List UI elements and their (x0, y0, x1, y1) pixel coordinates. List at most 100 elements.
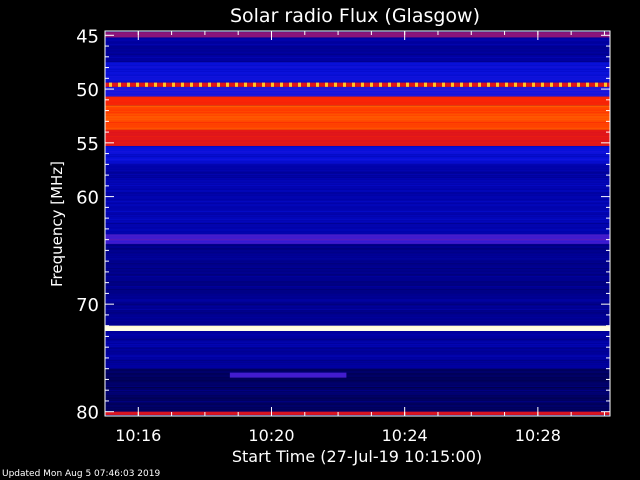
band-texture (105, 365, 610, 367)
band-texture (105, 46, 610, 48)
band-texture (105, 270, 610, 272)
band-texture (105, 90, 610, 92)
band-texture (105, 306, 610, 308)
band-texture (105, 341, 610, 343)
x-tick-label: 10:20 (248, 426, 294, 445)
band-texture (105, 334, 610, 336)
band-texture (105, 299, 610, 301)
band-texture (105, 394, 610, 396)
band-texture (105, 53, 610, 55)
band-texture (105, 345, 610, 347)
band-texture (105, 231, 610, 233)
x-tick-label: 10:28 (515, 426, 561, 445)
band-texture (105, 56, 610, 58)
band-texture (105, 310, 610, 312)
band-texture (105, 377, 610, 379)
band-texture (105, 286, 610, 288)
band-texture (105, 168, 610, 170)
band-texture (105, 34, 610, 36)
frequency-band-5 (105, 96, 610, 106)
band-texture (105, 62, 610, 64)
plot-area (105, 31, 610, 416)
band-texture (105, 361, 610, 363)
dashed-band-mark (181, 82, 184, 87)
dashed-band-mark (316, 82, 319, 87)
band-texture (105, 258, 610, 260)
dashed-band-mark (127, 82, 130, 87)
band-texture (105, 295, 610, 297)
band-texture (105, 238, 610, 240)
band-texture (105, 162, 610, 164)
dashed-band-mark (532, 82, 535, 87)
band-texture (105, 152, 610, 154)
band-texture (105, 227, 610, 229)
band-texture (105, 320, 610, 322)
band-texture (105, 188, 610, 190)
band-texture (105, 201, 610, 203)
band-texture (105, 225, 610, 227)
band-texture (105, 315, 610, 317)
band-texture (105, 281, 610, 283)
dashed-band-mark (118, 82, 121, 87)
band-texture (105, 213, 610, 215)
band-texture (105, 134, 610, 136)
band-texture (105, 276, 610, 278)
band-texture (105, 303, 610, 305)
band-texture (105, 401, 610, 403)
dashed-band-mark (424, 82, 427, 87)
dashed-band-mark (379, 82, 382, 87)
band-texture (105, 76, 610, 78)
band-texture (105, 187, 610, 189)
band-texture (105, 164, 610, 166)
band-texture (105, 264, 610, 266)
band-texture (105, 241, 610, 243)
dashed-band-mark (289, 82, 292, 87)
band-texture (105, 379, 610, 381)
band-texture (105, 154, 610, 156)
event-bar-0 (229, 372, 347, 378)
band-texture (105, 260, 610, 262)
dashed-band-mark (469, 82, 472, 87)
band-texture (105, 140, 610, 142)
band-texture (105, 219, 610, 221)
band-texture (105, 151, 610, 153)
band-texture (105, 355, 610, 357)
dashed-band-mark (298, 82, 301, 87)
band-texture (105, 113, 610, 115)
band-texture (105, 99, 610, 101)
band-texture (105, 246, 610, 248)
band-texture (105, 175, 610, 177)
band-texture (105, 263, 610, 265)
dashed-band-mark (226, 82, 229, 87)
axes: 45 50 55 60 70 80 10:16 10:20 10:24 10:28 (76, 26, 610, 445)
band-texture (105, 331, 610, 333)
band-texture (105, 131, 610, 133)
chart-title: Solar radio Flux (Glasgow) (230, 5, 480, 27)
band-texture (105, 57, 610, 59)
band-texture (105, 386, 610, 388)
band-texture (105, 52, 610, 54)
x-tick-label: 10:16 (115, 426, 161, 445)
dashed-band-mark (361, 82, 364, 87)
band-texture (105, 118, 610, 120)
dashed-band-mark (505, 82, 508, 87)
band-texture (105, 256, 610, 258)
dashed-band-mark (595, 82, 598, 87)
plot-frame (104, 30, 611, 417)
band-texture (105, 122, 610, 124)
band-texture (105, 65, 610, 67)
band-texture (105, 406, 610, 408)
band-texture (105, 142, 610, 144)
band-texture (105, 136, 610, 138)
band-texture (105, 43, 610, 45)
band-texture (105, 383, 610, 385)
dashed-band-mark (253, 82, 256, 87)
y-tick-label: 80 (76, 403, 99, 424)
x-axis-label: Start Time (27-Jul-19 10:15:00) (232, 447, 482, 466)
band-texture (105, 184, 610, 186)
band-texture (105, 290, 610, 292)
update-timestamp: Updated Mon Aug 5 07:46:03 2019 (2, 469, 161, 479)
dashed-band-mark (343, 82, 346, 87)
band-texture (105, 389, 610, 391)
